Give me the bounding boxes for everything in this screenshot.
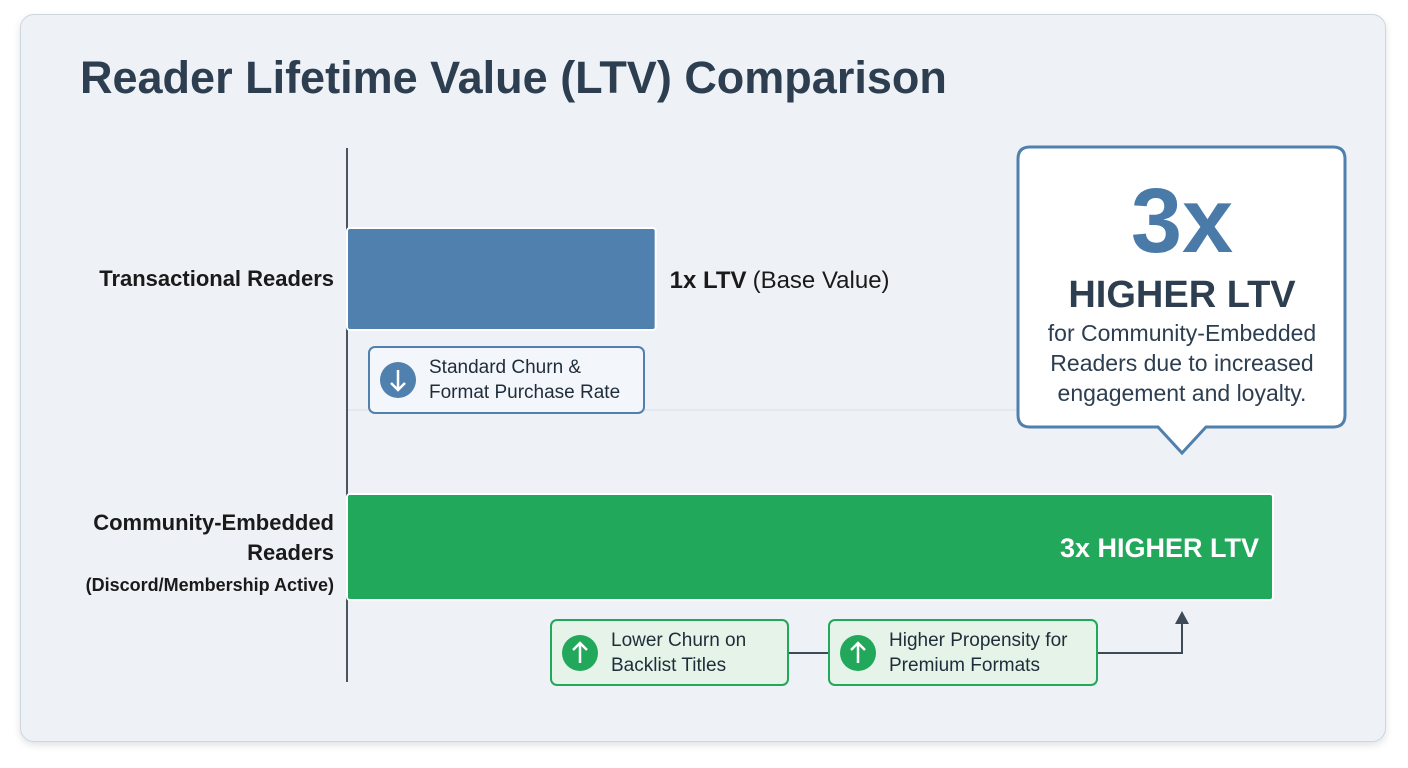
chart-title: Reader Lifetime Value (LTV) Comparison — [80, 52, 947, 103]
value-label-note: (Base Value) — [753, 267, 890, 294]
bar — [346, 227, 657, 331]
badge — [828, 619, 1098, 686]
arrow-up — [850, 641, 866, 663]
category-label: Community-Embedded Readers — [93, 510, 334, 565]
callout-big: 3x — [1131, 170, 1233, 272]
badge-text: Lower Churn on Backlist Titles — [611, 630, 747, 676]
category-note: (Discord/Membership Active) — [85, 575, 334, 595]
value-label-main: 1x LTV — [670, 267, 747, 294]
badge-text: Standard Churn & Format Purchase Rate — [429, 357, 621, 403]
value-label: 1x LTV (Base Value) — [670, 267, 890, 294]
category-label: Transactional Readers — [99, 266, 334, 291]
bar — [346, 493, 1274, 601]
badge-text: Higher Propensity for Premium Formats — [889, 630, 1068, 676]
arrow-up — [572, 641, 588, 663]
arrow-head — [1175, 611, 1189, 624]
badge — [368, 346, 645, 414]
connector — [788, 616, 1183, 654]
value-label: 3x HIGHER LTV — [1060, 533, 1259, 563]
callout-text: for Community-Embedded Readers due to in… — [1047, 320, 1317, 406]
badge — [550, 619, 789, 686]
arrow-down — [390, 370, 406, 392]
callout-headline: HIGHER LTV — [1068, 274, 1296, 316]
callout — [1016, 145, 1347, 456]
